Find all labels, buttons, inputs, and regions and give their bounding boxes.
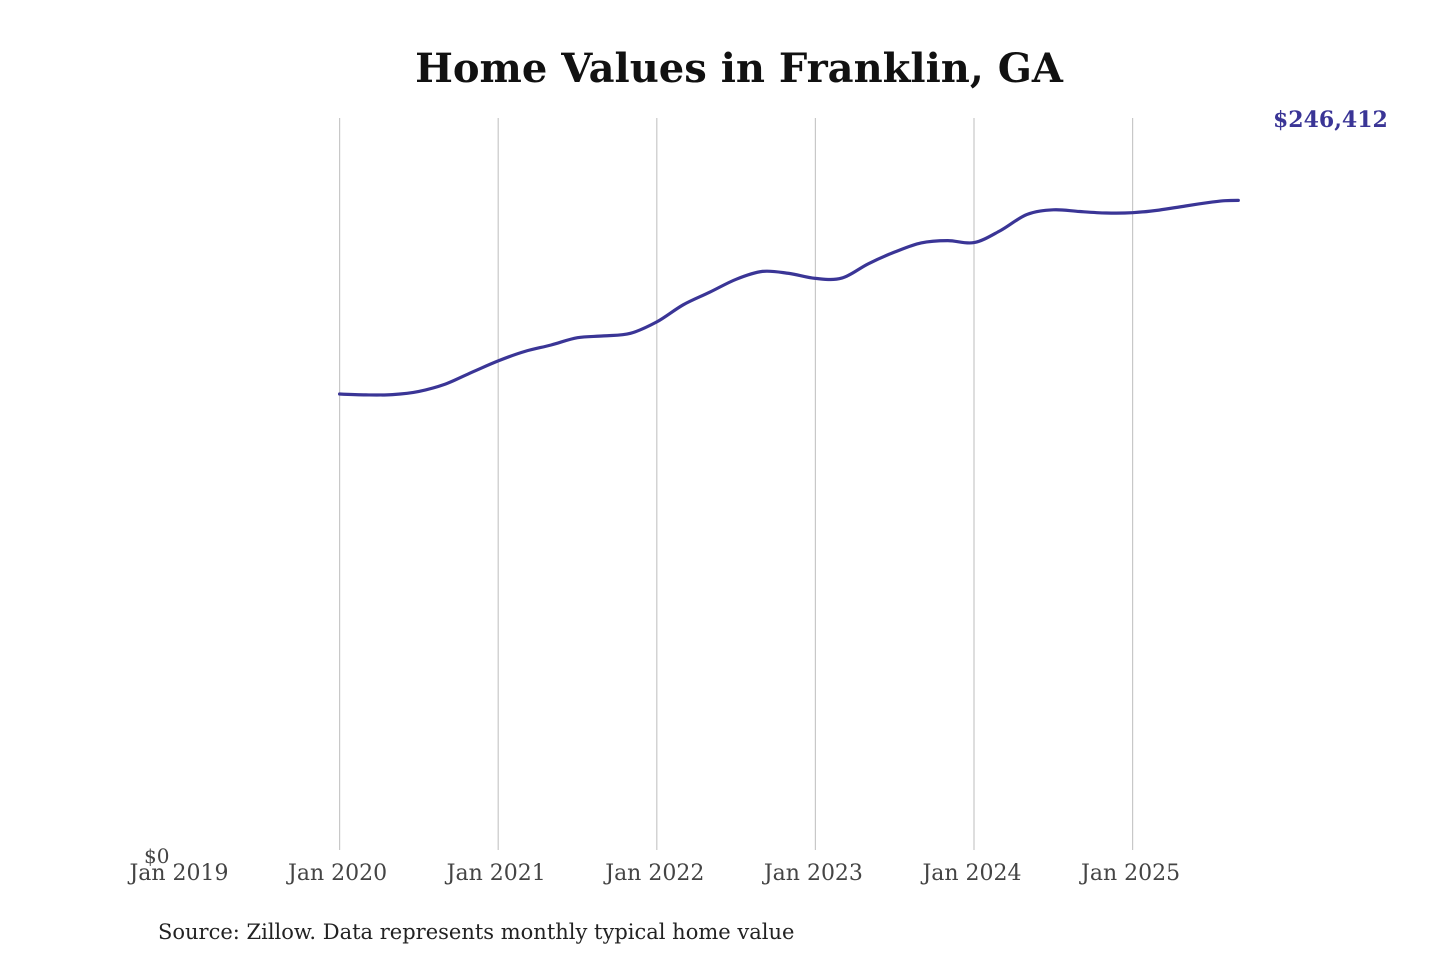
x-tick-label: Jan 2022 [603,861,704,886]
source-note: Source: Zillow. Data represents monthly … [158,920,794,944]
x-tick-label: Jan 2024 [920,861,1021,886]
series-line [338,198,1240,397]
y-axis-zero-label: $0 [144,844,169,868]
x-tick-label: Jan 2023 [762,861,863,886]
x-tick-label: Jan 2019 [127,861,228,886]
x-tick-label: Jan 2020 [286,861,387,886]
end-value-label: $246,412 [1273,107,1388,133]
x-tick-label: Jan 2025 [1079,861,1180,886]
x-tick-label: Jan 2021 [445,861,546,886]
chart-title: Home Values in Franklin, GA [415,45,1064,92]
x-axis-ticks: Jan 2019 Jan 2020 Jan 2021 Jan 2022 Jan 2023… [127,861,1180,886]
gridlines [339,118,1134,850]
